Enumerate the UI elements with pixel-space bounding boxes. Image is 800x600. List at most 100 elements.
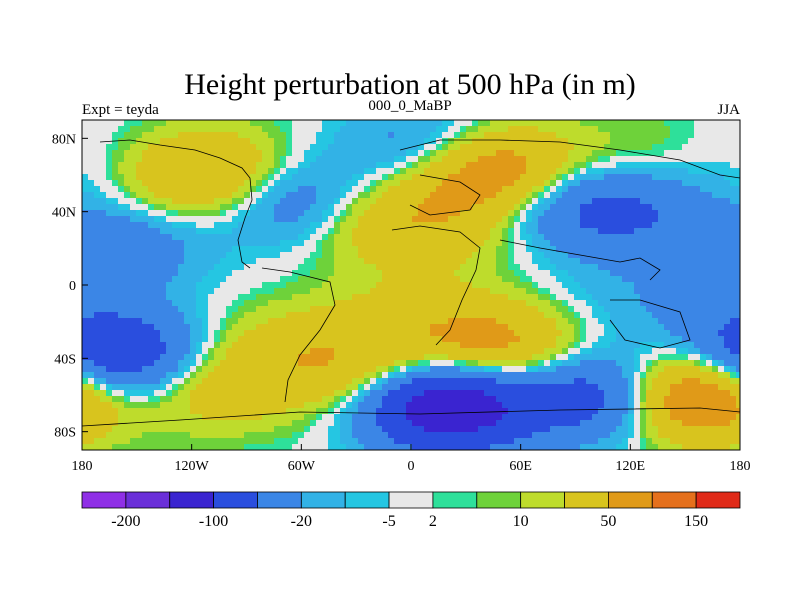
field-cell	[460, 120, 467, 127]
field-cell	[694, 168, 701, 175]
field-cell	[724, 216, 731, 223]
field-cell	[106, 270, 113, 277]
field-cell	[280, 354, 287, 361]
field-cell	[550, 192, 557, 199]
field-cell	[508, 252, 515, 259]
field-cell	[202, 372, 209, 379]
field-cell	[382, 216, 389, 223]
field-cell	[244, 306, 251, 313]
field-cell	[274, 318, 281, 325]
field-cell	[718, 216, 725, 223]
field-cell	[454, 264, 461, 271]
field-cell	[586, 240, 593, 247]
field-cell	[112, 252, 119, 259]
field-cell	[646, 336, 653, 343]
field-cell	[172, 390, 179, 397]
field-cell	[208, 144, 215, 151]
field-cell	[502, 138, 509, 145]
field-cell	[544, 384, 551, 391]
field-cell	[364, 342, 371, 349]
field-cell	[178, 324, 185, 331]
field-cell	[250, 306, 257, 313]
field-cell	[112, 174, 119, 181]
field-cell	[628, 120, 635, 127]
field-cell	[454, 192, 461, 199]
field-cell	[316, 390, 323, 397]
field-cell	[292, 234, 299, 241]
field-cell	[580, 120, 587, 127]
field-cell	[580, 198, 587, 205]
field-cell	[502, 192, 509, 199]
field-cell	[622, 354, 629, 361]
field-cell	[466, 192, 473, 199]
field-cell	[556, 330, 563, 337]
field-cell	[292, 186, 299, 193]
field-cell	[196, 138, 203, 145]
field-cell	[244, 126, 251, 133]
field-cell	[676, 300, 683, 307]
field-cell	[586, 156, 593, 163]
field-cell	[400, 240, 407, 247]
field-cell	[382, 324, 389, 331]
field-cell	[82, 144, 89, 151]
field-cell	[232, 360, 239, 367]
field-cell	[688, 132, 695, 139]
field-cell	[514, 192, 521, 199]
field-cell	[460, 384, 467, 391]
field-cell	[736, 324, 740, 331]
field-cell	[106, 132, 113, 139]
field-cell	[124, 276, 131, 283]
field-cell	[694, 360, 701, 367]
field-cell	[370, 300, 377, 307]
field-cell	[172, 270, 179, 277]
field-cell	[178, 198, 185, 205]
field-cell	[556, 120, 563, 127]
field-cell	[280, 210, 287, 217]
field-cell	[148, 384, 155, 391]
field-cell	[250, 384, 257, 391]
field-cell	[340, 270, 347, 277]
field-cell	[484, 360, 491, 367]
field-cell	[124, 162, 131, 169]
field-cell	[340, 120, 347, 127]
field-cell	[172, 384, 179, 391]
field-cell	[484, 216, 491, 223]
field-cell	[88, 240, 95, 247]
field-cell	[112, 168, 119, 175]
field-cell	[202, 378, 209, 385]
field-cell	[232, 372, 239, 379]
field-cell	[604, 132, 611, 139]
field-cell	[610, 264, 617, 271]
field-cell	[592, 204, 599, 211]
field-cell	[460, 354, 467, 361]
field-cell	[124, 168, 131, 175]
field-cell	[340, 366, 347, 373]
field-cell	[664, 360, 671, 367]
field-cell	[586, 360, 593, 367]
field-cell	[688, 264, 695, 271]
field-cell	[130, 162, 137, 169]
field-cell	[352, 276, 359, 283]
field-cell	[538, 246, 545, 253]
field-cell	[286, 324, 293, 331]
field-cell	[232, 246, 239, 253]
field-cell	[658, 144, 665, 151]
field-cell	[358, 366, 365, 373]
field-cell	[610, 150, 617, 157]
field-cell	[124, 186, 131, 193]
field-cell	[238, 204, 245, 211]
field-cell	[682, 168, 689, 175]
field-cell	[298, 222, 305, 229]
field-cell	[364, 204, 371, 211]
field-cell	[304, 258, 311, 265]
field-cell	[490, 348, 497, 355]
field-cell	[454, 246, 461, 253]
field-cell	[472, 138, 479, 145]
field-cell	[118, 222, 125, 229]
field-cell	[238, 168, 245, 175]
field-cell	[340, 144, 347, 151]
field-cell	[190, 258, 197, 265]
field-cell	[196, 390, 203, 397]
field-cell	[616, 174, 623, 181]
field-cell	[328, 222, 335, 229]
